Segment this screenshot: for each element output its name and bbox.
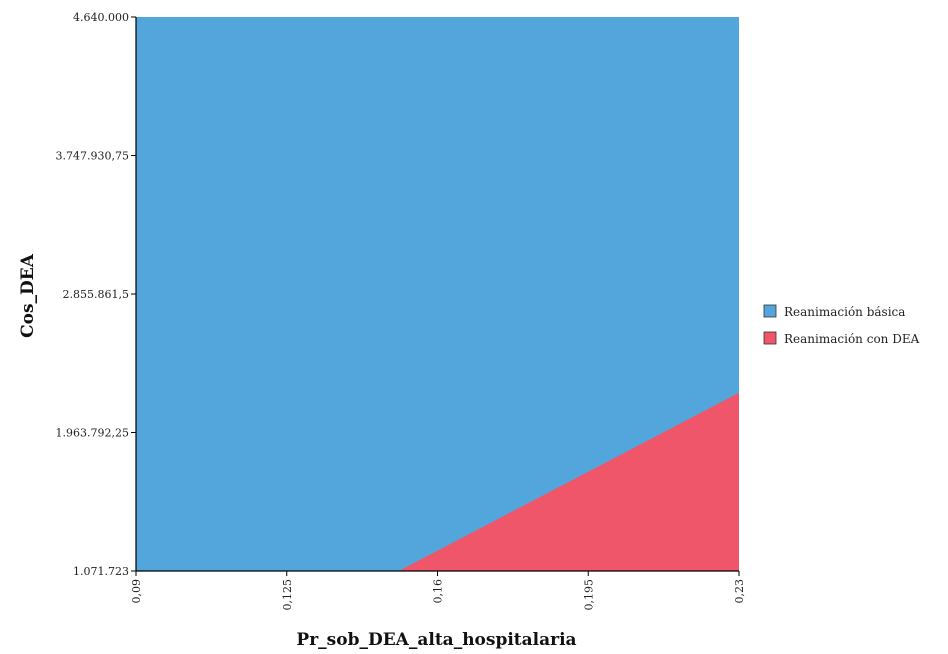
- y-tick-label: 1.071.723: [73, 565, 129, 578]
- axes: 1.071.723 1.963.792,25 2.855.861,5 3.747.93…: [56, 11, 746, 611]
- x-ticks: 0,09 0,125 0,16 0,195 0,23: [130, 571, 746, 611]
- x-tick-label: 0,195: [582, 579, 595, 611]
- legend-swatch: [763, 331, 777, 345]
- plot-regions: [136, 17, 739, 571]
- x-tick-label: 0,23: [733, 579, 746, 604]
- y-axis-title: Cos_DEA: [18, 253, 38, 338]
- y-tick-label: 3.747.930,75: [56, 150, 129, 163]
- x-tick-label: 0,09: [130, 579, 143, 604]
- y-tick-label: 1.963.792,25: [56, 427, 129, 440]
- y-ticks: 1.071.723 1.963.792,25 2.855.861,5 3.747.93…: [56, 11, 136, 578]
- y-tick-label: 4.640.000: [73, 11, 129, 24]
- y-tick-label: 2.855.861,5: [63, 288, 129, 301]
- x-tick-label: 0,16: [432, 579, 445, 604]
- legend-swatch: [763, 304, 777, 318]
- x-axis-title: Pr_sob_DEA_alta_hospitalaria: [296, 630, 576, 650]
- region-reanimacion-con-dea: [398, 392, 739, 571]
- legend: Reanimación básica Reanimación con DEA: [763, 304, 920, 346]
- legend-label: Reanimación con DEA: [784, 332, 920, 346]
- legend-label: Reanimación básica: [784, 305, 905, 319]
- x-tick-label: 0,125: [281, 579, 294, 611]
